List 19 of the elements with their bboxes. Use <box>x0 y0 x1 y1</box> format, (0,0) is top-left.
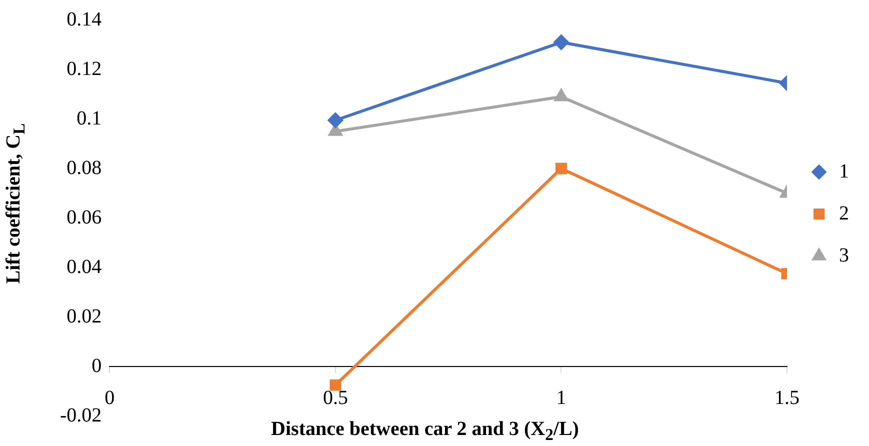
legend-label: 1 <box>839 160 849 182</box>
point <box>330 379 342 391</box>
y-tick-label: 0.14 <box>66 8 102 30</box>
x-tick-label: 0.5 <box>322 386 348 409</box>
x-axis-title: Distance between car 2 and 3 (X$_{2}$/L) <box>270 418 580 445</box>
y-tick-label: 0.06 <box>66 206 102 228</box>
y-tick-label: -0.02 <box>60 404 102 426</box>
point <box>555 162 567 174</box>
point <box>328 112 343 128</box>
y-tick-label: 0.04 <box>66 256 102 278</box>
x-tick-label: 1.5 <box>774 386 800 409</box>
legend-label: 2 <box>839 202 849 224</box>
y-tick-label: 0.12 <box>66 58 102 80</box>
y-tick-label: 0.02 <box>66 305 102 328</box>
y-tick-label: 0.1 <box>76 107 102 130</box>
x-tick-label: 1 <box>556 386 566 409</box>
y-tick-label: 0 <box>92 354 102 377</box>
legend-label: 3 <box>839 244 849 266</box>
y-tick-label: 0.08 <box>66 156 102 179</box>
